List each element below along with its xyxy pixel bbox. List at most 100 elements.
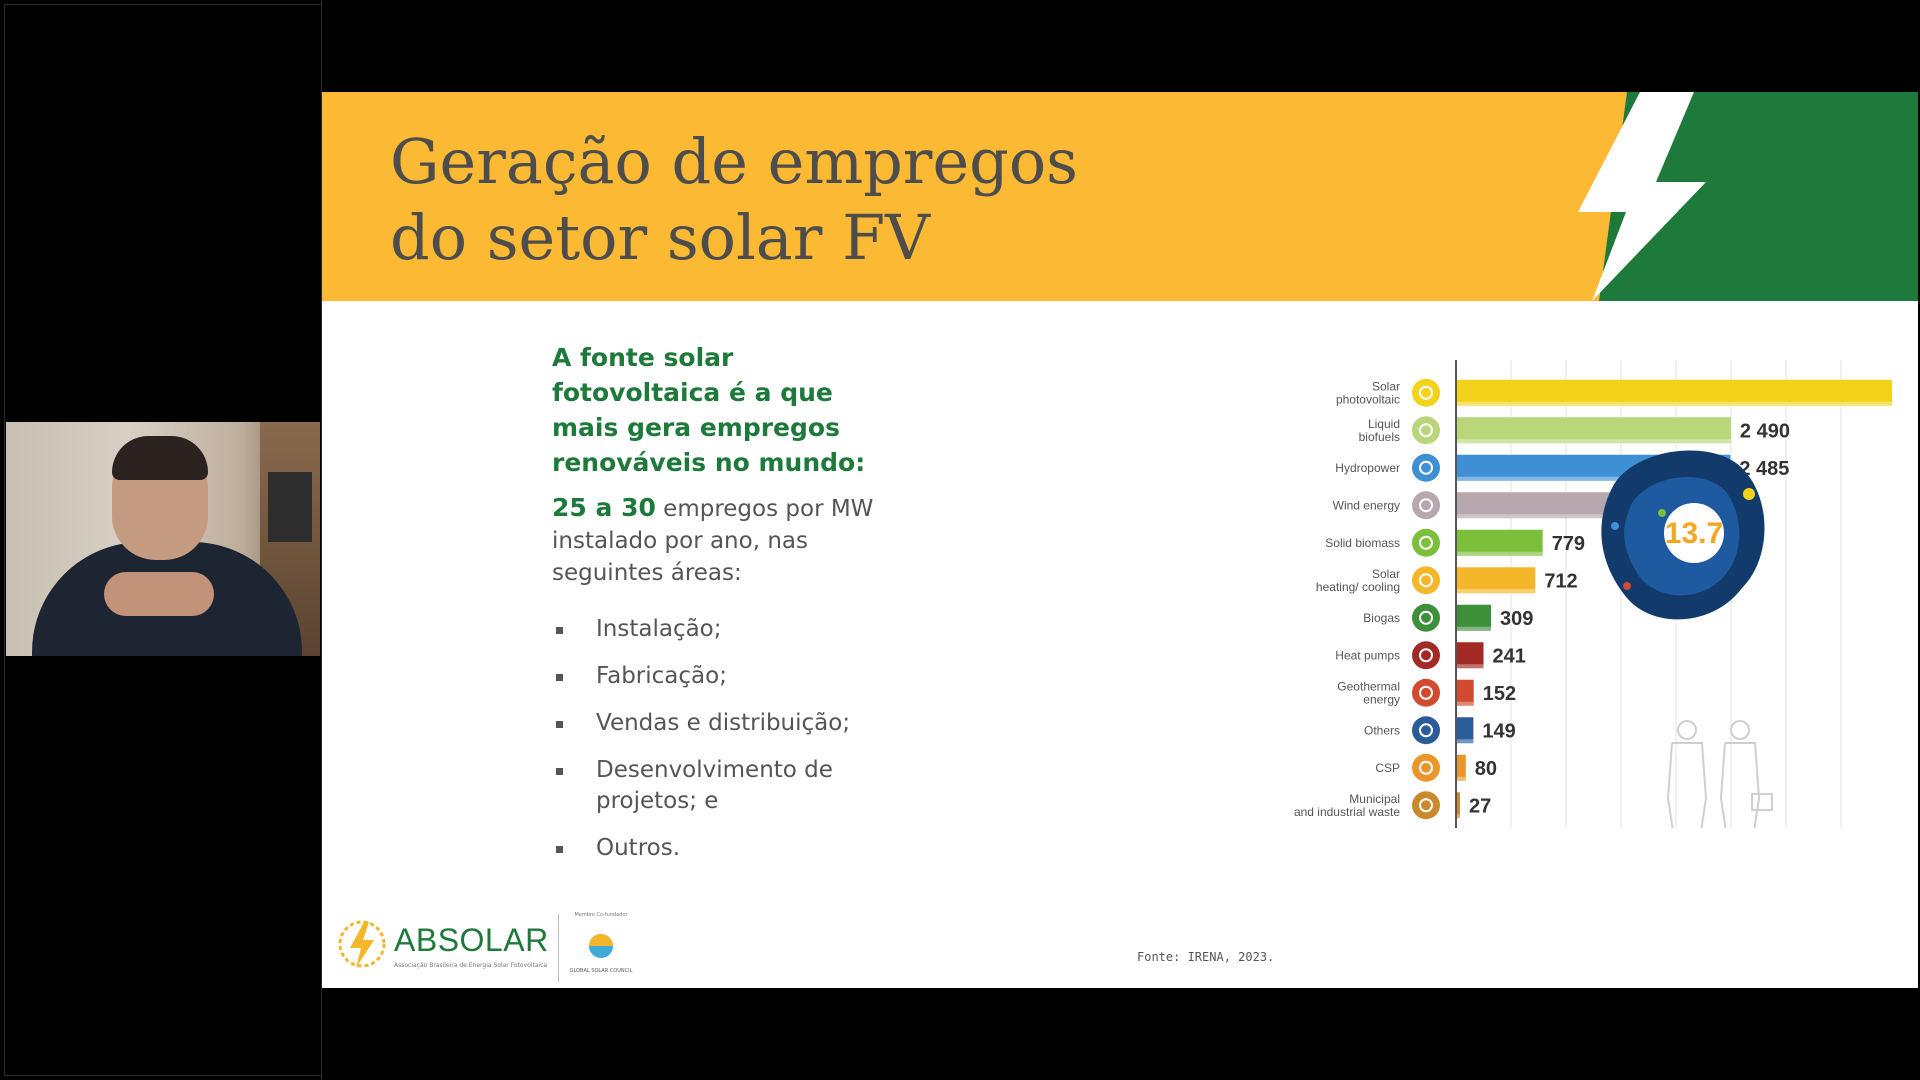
value-label: 309 bbox=[1500, 608, 1533, 630]
value-label: 2 490 bbox=[1740, 420, 1790, 442]
participant-strip-frame bbox=[4, 4, 322, 1076]
category-icon-glyph bbox=[1419, 460, 1433, 475]
bar-base-stripe bbox=[1457, 589, 1536, 594]
category-label: Solar bbox=[1372, 379, 1400, 393]
areas-list: Instalação; Fabricação; Vendas e distrib… bbox=[552, 614, 882, 880]
category-icon-glyph bbox=[1419, 760, 1433, 775]
globe-icon bbox=[589, 934, 613, 958]
category-label: and industrial waste bbox=[1294, 805, 1400, 819]
category-icon-glyph bbox=[1419, 648, 1433, 663]
bar-base-stripe bbox=[1457, 401, 1918, 406]
bar-base-stripe bbox=[1457, 776, 1466, 781]
category-label: CSP bbox=[1375, 761, 1400, 775]
category-icon bbox=[1412, 678, 1440, 707]
absolar-logo: ABSOLAR Associação Brasileira de Energia… bbox=[334, 912, 594, 982]
category-icon-glyph bbox=[1419, 385, 1433, 400]
category-label: Wind energy bbox=[1333, 498, 1400, 512]
irena-13-7-badge: 13.7 bbox=[1601, 450, 1765, 620]
bar-base-stripe bbox=[1457, 439, 1731, 444]
bar-base-stripe bbox=[1457, 814, 1460, 819]
category-icon bbox=[1412, 791, 1440, 820]
category-label: heating/ cooling bbox=[1316, 580, 1400, 594]
category-label: photovoltaic bbox=[1336, 392, 1400, 406]
chart-svg: 0500100015002 0002 5003 0003 5004 0004 5… bbox=[1294, 360, 1918, 915]
slide-title: Geração de empregos do setor solar FV bbox=[390, 124, 1078, 276]
title-line-1: Geração de empregos bbox=[390, 125, 1078, 198]
value-label: 80 bbox=[1475, 758, 1497, 780]
jobs-para-rest: empregos por MW instalado por ano, nas s… bbox=[552, 496, 874, 586]
list-item: Outros. bbox=[552, 833, 882, 864]
lightning-bolt-icon bbox=[1578, 92, 1706, 301]
bar bbox=[1457, 604, 1491, 631]
value-label: 712 bbox=[1544, 570, 1577, 592]
presenter-webcam-video[interactable] bbox=[6, 422, 320, 656]
background-tv bbox=[268, 472, 312, 542]
shared-slide: Geração de empregos do setor solar FV A … bbox=[322, 92, 1918, 988]
category-label: Solid biomass bbox=[1325, 536, 1400, 550]
category-label: Heat pumps bbox=[1335, 648, 1400, 662]
category-icon bbox=[1412, 641, 1440, 670]
bar bbox=[1457, 492, 1611, 519]
category-label: Municipal bbox=[1349, 792, 1400, 806]
category-label: Others bbox=[1364, 723, 1400, 737]
bar-base-stripe bbox=[1457, 551, 1543, 556]
category-icon bbox=[1412, 453, 1440, 482]
category-label: Liquid bbox=[1368, 417, 1400, 431]
partner-top-text: Membro Co-fundador bbox=[574, 912, 628, 918]
category-label: Solar bbox=[1372, 567, 1400, 581]
list-item: Instalação; bbox=[552, 614, 882, 645]
category-icon bbox=[1412, 753, 1440, 782]
worker-figures-illustration bbox=[1666, 720, 1773, 839]
list-item: Desenvolvimento de projetos; e bbox=[552, 755, 882, 817]
bar bbox=[1457, 642, 1484, 669]
category-icon-glyph bbox=[1419, 610, 1433, 625]
category-icon-glyph bbox=[1419, 498, 1433, 513]
bar bbox=[1457, 379, 1918, 406]
logo-text: ABSOLAR bbox=[394, 922, 549, 958]
category-icon bbox=[1412, 528, 1440, 557]
category-icon-glyph bbox=[1419, 573, 1433, 588]
global-solar-council-logo: Membro Co-fundador GLOBAL SOLAR COUNCIL bbox=[566, 912, 636, 984]
category-icon-glyph bbox=[1419, 535, 1433, 550]
category-label: Biogas bbox=[1363, 611, 1400, 625]
category-icon bbox=[1412, 378, 1440, 407]
chart-source: Fonte: IRENA, 2023. bbox=[1137, 950, 1275, 964]
bar-base-stripe bbox=[1457, 514, 1611, 519]
bar-base-stripe bbox=[1457, 626, 1491, 631]
category-icon bbox=[1412, 716, 1440, 745]
lead-text: A fonte solar fotovoltaica é a que mais … bbox=[552, 343, 866, 477]
presenter-hands bbox=[104, 572, 214, 616]
presenter-hair bbox=[112, 436, 208, 480]
bar bbox=[1457, 679, 1474, 706]
logo-subtitle: Associação Brasileira de Energia Solar F… bbox=[394, 962, 548, 969]
category-icon bbox=[1412, 566, 1440, 595]
sun-bolt-icon bbox=[338, 920, 386, 968]
value-label: 27 bbox=[1469, 795, 1491, 817]
jobs-bar-chart: 0500100015002 0002 5003 0003 5004 0004 5… bbox=[972, 328, 1918, 915]
jobs-highlight: 25 a 30 bbox=[552, 493, 656, 522]
bar bbox=[1457, 754, 1466, 781]
bar-base-stripe bbox=[1457, 739, 1474, 744]
bar bbox=[1457, 417, 1731, 444]
bar-base-stripe bbox=[1457, 701, 1474, 706]
logo-divider bbox=[558, 914, 559, 982]
value-label: 2 485 bbox=[1739, 458, 1789, 480]
category-icon-glyph bbox=[1419, 685, 1433, 700]
bar-base-stripe bbox=[1457, 664, 1484, 669]
category-icon-glyph bbox=[1419, 423, 1433, 438]
category-label: Geothermal bbox=[1337, 679, 1400, 693]
category-label: Hydropower bbox=[1335, 461, 1400, 475]
bar bbox=[1457, 717, 1474, 744]
bar-base-stripe bbox=[1457, 476, 1731, 481]
value-label: 241 bbox=[1493, 645, 1526, 667]
value-label: 152 bbox=[1483, 683, 1516, 705]
badge-number: 13.7 bbox=[1665, 517, 1723, 550]
partner-name: GLOBAL SOLAR COUNCIL bbox=[569, 968, 633, 974]
category-label: biofuels bbox=[1359, 430, 1400, 444]
bar bbox=[1457, 529, 1543, 556]
category-icon-glyph bbox=[1419, 723, 1433, 738]
category-icon bbox=[1412, 603, 1440, 632]
category-icon bbox=[1412, 416, 1440, 445]
category-icon-glyph bbox=[1419, 798, 1433, 813]
category-icon bbox=[1412, 491, 1440, 520]
